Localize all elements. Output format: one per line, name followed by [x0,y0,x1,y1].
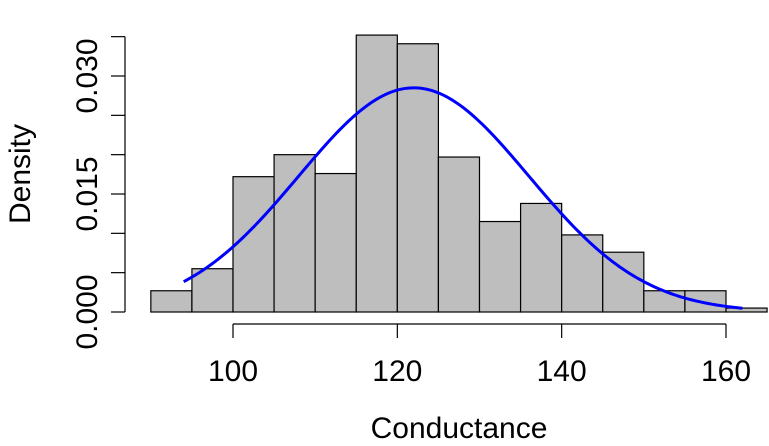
histogram-bar [355,34,398,313]
histogram-bar [191,268,234,313]
histogram-bar [725,307,768,313]
histogram-bar [273,154,316,313]
y-tick-label: 0.015 [71,156,104,231]
histogram-bar [150,290,193,313]
x-tick-label: 100 [208,355,258,388]
x-tick-label: 160 [701,355,751,388]
histogram-bar [519,202,563,313]
y-axis: 0.000 0.015 0.030 [71,36,126,350]
histogram-bar [396,43,440,313]
x-axis: 100 120 140 160 [208,323,751,388]
y-tick-label: 0.030 [71,38,104,113]
histogram-bar [684,290,727,313]
histogram-bar [602,251,645,313]
y-axis-title: Density [4,124,37,224]
histogram-bar [232,176,275,313]
histogram-bar [314,172,357,313]
histogram-bar [561,234,604,313]
x-tick-label: 140 [537,355,587,388]
histogram-bars [150,34,768,313]
histogram-bar [437,156,481,313]
x-axis-title: Conductance [371,412,548,445]
x-tick-label: 120 [372,355,422,388]
density-curve-line [182,86,743,310]
y-tick-label: 0.000 [71,274,104,349]
histogram-bar [643,290,686,313]
histogram-bar [478,220,522,313]
